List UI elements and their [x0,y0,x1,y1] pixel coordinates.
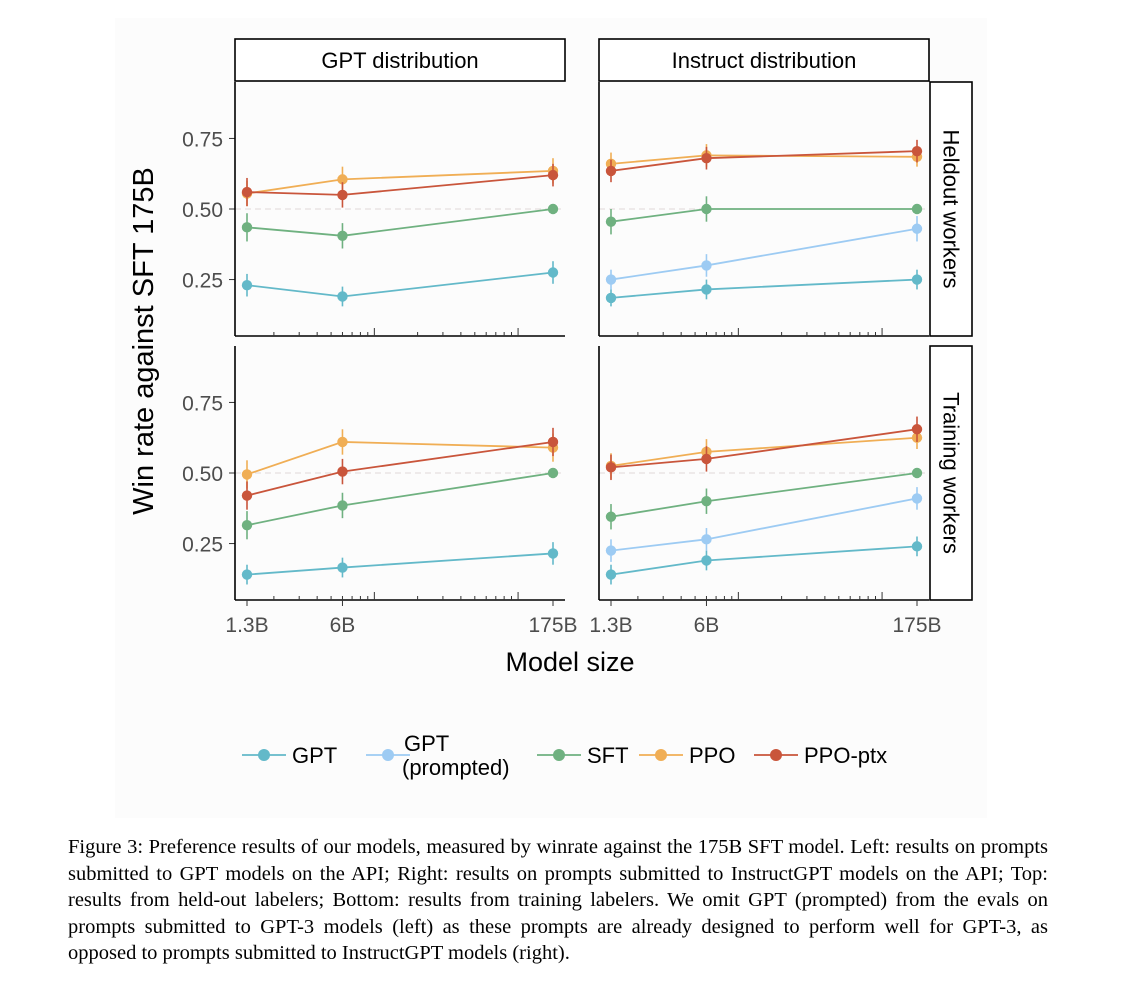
data-point [241,469,253,480]
data-point [547,169,559,181]
data-point [547,203,559,215]
data-point [241,280,253,291]
data-point [547,436,559,448]
series-line [610,436,918,467]
data-point [337,189,348,201]
data-point [911,467,923,479]
data-point [911,493,923,504]
data-point [605,216,617,227]
y-axis-title: Win rate against SFT 175B [128,167,160,515]
data-point [241,186,253,198]
y-tick-label: 0.25 [182,270,223,293]
data-point [241,490,253,501]
data-point [337,562,348,573]
legend-label: GPT [404,731,449,756]
data-point [701,260,712,271]
x-axis-title: Model size [505,647,634,677]
data-point [701,153,712,164]
data-point [701,284,712,295]
x-tick-label: 1.3B [225,614,268,637]
data-point [911,424,923,435]
data-point [337,230,348,242]
x-tick-label: 1.3B [589,614,632,637]
series-line [610,150,918,172]
figure-area: GPT distribution Instruct distribution Hel… [115,18,987,818]
legend-label: PPO [689,743,735,768]
series-line [610,545,918,576]
series-line [610,472,918,518]
data-point [547,467,559,479]
figure-caption: Figure 3: Preference results of our mode… [68,836,1048,964]
column-facet-label: GPT distribution [321,48,478,73]
data-point [605,545,617,556]
series-line [246,441,554,476]
legend-label: SFT [587,743,629,768]
data-point [701,496,712,507]
y-tick-label: 0.50 [182,463,223,486]
series-line [610,497,918,552]
series-line [246,174,554,196]
data-point [337,466,348,477]
column-facet-label: Instruct distribution [672,48,857,73]
series-line [246,441,554,497]
x-tick-label: 175B [528,614,577,637]
data-point [337,174,348,185]
faceted-line-chart: GPT distribution Instruct distribution Hel… [128,38,973,780]
data-point [241,222,253,233]
data-point [337,291,348,302]
x-tick-label: 175B [892,614,941,637]
legend-label: PPO-ptx [804,743,887,768]
legend-key-dot [258,749,270,761]
legend-key-dot [770,749,782,761]
data-point [605,165,617,177]
data-point [911,541,923,552]
data-point [547,267,559,278]
data-point [337,436,348,448]
data-point [605,462,617,473]
data-point [911,145,923,157]
x-tick-label: 6B [330,614,356,637]
series-line [246,472,554,527]
data-point [911,223,923,234]
column-facet-header [234,38,566,82]
legend-key-dot [382,749,394,761]
row-facet-strip [929,81,973,337]
series-line [610,227,918,281]
data-point [337,500,348,511]
legend-key-dot [553,749,565,761]
series-line [246,552,554,576]
data-point [911,203,923,215]
series-line [246,271,554,298]
legend-label: GPT [292,743,337,768]
data-point [547,548,559,559]
data-point [701,555,712,566]
y-tick-label: 0.75 [182,392,223,415]
data-point [605,569,617,580]
column-facet-header [598,38,930,82]
row-facet-strip [929,345,973,601]
data-point [241,520,253,531]
series-line [610,208,917,223]
data-point [605,274,617,285]
data-point [701,453,712,465]
y-tick-label: 0.25 [182,534,223,557]
y-tick-label: 0.75 [182,128,223,151]
data-point [605,511,617,522]
data-point [241,569,253,580]
row-facet-label: Training workers [939,392,964,554]
row-facet-label: Heldout workers [939,130,964,289]
series-line [246,208,554,237]
x-tick-label: 6B [694,614,720,637]
legend-label: (prompted) [402,755,510,780]
data-point [701,534,712,545]
data-point [605,292,617,304]
data-point [701,203,712,215]
series-line [610,278,918,299]
data-point [911,274,923,285]
legend-key-dot [655,749,667,761]
y-tick-label: 0.50 [182,199,223,222]
